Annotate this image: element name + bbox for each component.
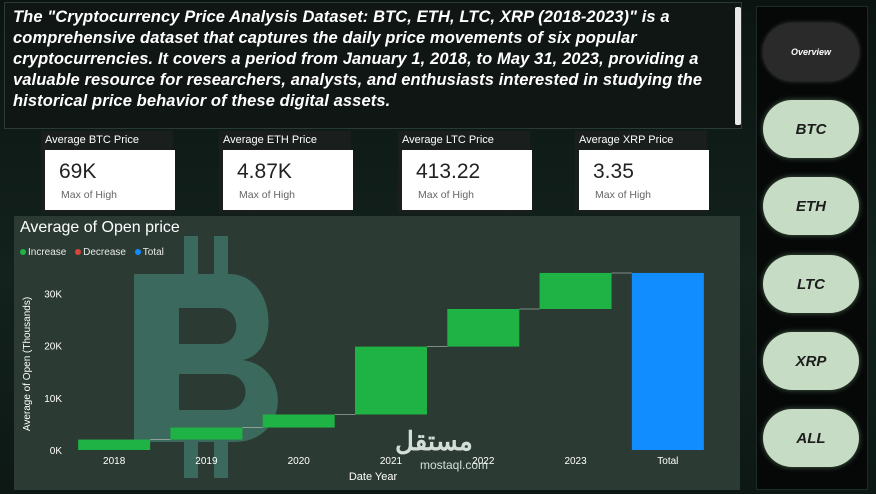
- waterfall-chart[interactable]: Average of Open price Increase Decrease …: [14, 216, 740, 490]
- nav-all-button[interactable]: ALL: [763, 409, 859, 467]
- card-ltc: Average LTC Price 413.22 Max of High: [398, 131, 532, 213]
- bar[interactable]: [447, 309, 520, 347]
- description-text: The "Cryptocurrency Price Analysis Datas…: [13, 8, 703, 110]
- y-tick-label: 30K: [44, 289, 62, 300]
- x-tick-label: 2019: [195, 456, 218, 467]
- card-ltc-value: 413.22: [416, 160, 481, 183]
- chart-plot-area: 0K 10K 20K 30K 2018 2019 2020 2021 2022 2023 Total…: [22, 272, 704, 483]
- legend-increase-label: Increase: [28, 247, 67, 258]
- bar[interactable]: [78, 439, 151, 450]
- legend-increase[interactable]: Increase: [20, 247, 66, 258]
- legend-total[interactable]: Total: [134, 247, 164, 258]
- x-tick-label: 2020: [288, 456, 311, 467]
- chart-title: Average of Open price: [20, 219, 180, 236]
- bar[interactable]: [170, 427, 243, 440]
- card-xrp: Average XRP Price 3.35 Max of High: [575, 131, 709, 213]
- card-btc-value: 69K: [59, 160, 97, 183]
- card-ltc-body: 413.22 Max of High: [402, 150, 532, 210]
- card-btc-subtitle: Max of High: [61, 189, 118, 201]
- chart-legend: Increase Decrease Total: [20, 247, 170, 258]
- card-ltc-subtitle: Max of High: [418, 189, 475, 201]
- card-xrp-title: Average XRP Price: [579, 134, 674, 146]
- x-tick-label: 2023: [564, 456, 587, 467]
- bar[interactable]: [262, 414, 335, 428]
- card-eth-body: 4.87K Max of High: [223, 150, 353, 210]
- x-axis-title: Date Year: [349, 471, 398, 483]
- card-btc-title: Average BTC Price: [45, 134, 139, 146]
- card-eth-value: 4.87K: [237, 160, 292, 183]
- card-eth-subtitle: Max of High: [239, 189, 296, 201]
- legend-total-label: Total: [142, 247, 164, 258]
- x-tick-label: 2022: [472, 456, 495, 467]
- description-box: The "Cryptocurrency Price Analysis Datas…: [4, 2, 742, 129]
- card-xrp-subtitle: Max of High: [595, 189, 652, 201]
- y-axis-title: Average of Open (Thousands): [22, 297, 33, 431]
- card-btc: Average BTC Price 69K Max of High: [41, 131, 175, 213]
- card-ltc-title: Average LTC Price: [402, 134, 494, 146]
- card-eth-title: Average ETH Price: [223, 134, 317, 146]
- watermark-logo: مستقل: [395, 426, 473, 456]
- x-tick-label: 2018: [103, 456, 126, 467]
- nav-btc-button[interactable]: BTC: [763, 100, 859, 158]
- card-xrp-value: 3.35: [593, 160, 634, 183]
- card-btc-body: 69K Max of High: [45, 150, 175, 210]
- nav-overview-button[interactable]: Overview: [763, 23, 859, 81]
- y-tick-label: 10K: [44, 394, 62, 405]
- x-tick-label: 2021: [380, 456, 403, 467]
- description-scrollbar[interactable]: [735, 7, 741, 125]
- nav-xrp-button[interactable]: XRP: [763, 332, 859, 390]
- nav-eth-button[interactable]: ETH: [763, 177, 859, 235]
- navigation-panel: Overview BTC ETH LTC XRP ALL: [756, 6, 868, 490]
- bar[interactable]: [539, 272, 612, 309]
- legend-decrease-label: Decrease: [83, 247, 126, 258]
- legend-decrease[interactable]: Decrease: [75, 247, 126, 258]
- bar[interactable]: [355, 346, 427, 415]
- x-tick-label: Total: [657, 456, 678, 467]
- bar[interactable]: [631, 272, 704, 450]
- watermark-url: mostaql.com: [420, 458, 489, 472]
- nav-ltc-button[interactable]: LTC: [763, 255, 859, 313]
- bitcoin-logo-icon: [134, 236, 278, 478]
- card-xrp-body: 3.35 Max of High: [579, 150, 709, 210]
- y-tick-label: 20K: [44, 342, 62, 353]
- card-eth: Average ETH Price 4.87K Max of High: [219, 131, 353, 213]
- y-tick-label: 0K: [50, 446, 63, 457]
